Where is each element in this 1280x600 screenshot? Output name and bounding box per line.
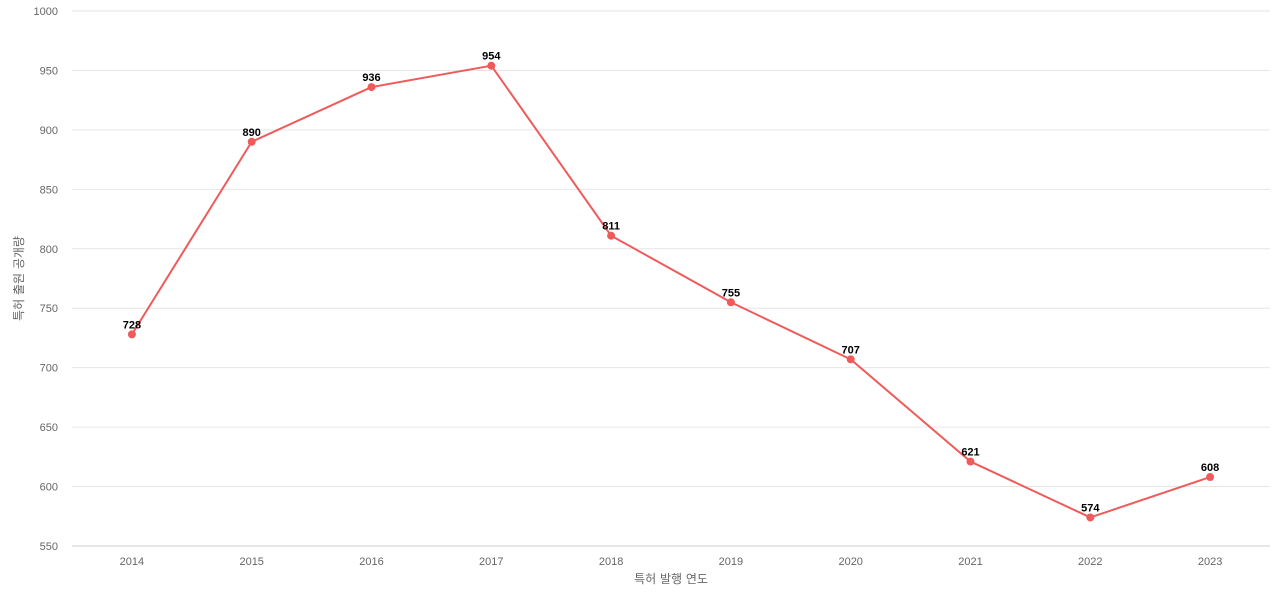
x-axis-title: 특허 발행 연도 [634,571,708,586]
data-label: 608 [1201,462,1219,474]
y-tick-label: 850 [40,184,58,196]
data-point [846,355,855,364]
x-tick-label: 2021 [958,556,982,568]
x-tick-label: 2019 [719,556,743,568]
y-tick-label: 750 [40,303,58,315]
data-label: 728 [123,319,141,331]
data-label: 707 [842,344,860,356]
y-tick-label: 650 [40,422,58,434]
x-tick-label: 2023 [1198,556,1222,568]
y-axis-title: 특허 출원 공개량 [12,236,26,321]
x-tick-label: 2018 [599,556,623,568]
y-tick-label: 700 [40,363,58,375]
data-point [127,330,136,339]
series-layer [127,61,1215,522]
data-label: 954 [482,51,501,63]
series-line [130,64,1212,519]
y-tick-label: 1000 [34,6,58,18]
y-tick-label: 900 [40,125,58,137]
y-axis-ticks: 550 600 650 700 750 800 850 900 950 1000 [34,6,58,553]
grid-layer [72,10,1270,488]
data-point [487,61,496,70]
data-point [607,231,616,240]
y-tick-label: 800 [40,244,58,256]
x-axis-ticks: 2014 2015 2016 2017 2018 2019 2020 2021 2022 2023 [120,556,1223,568]
x-tick-label: 2015 [239,556,263,568]
data-point [367,83,376,92]
x-tick-label: 2022 [1078,556,1102,568]
data-labels-layer: 728 890 936 954 811 755 707 621 574 608 [123,51,1220,515]
x-tick-label: 2016 [359,556,383,568]
y-tick-label: 550 [40,541,58,553]
data-label: 811 [602,221,620,233]
data-label: 574 [1081,502,1100,514]
x-tick-label: 2014 [120,556,144,568]
data-point [1206,473,1215,482]
data-label: 890 [243,127,261,139]
data-label: 755 [722,287,740,299]
data-point [966,457,975,466]
x-tick-label: 2017 [479,556,503,568]
y-tick-label: 600 [40,482,58,494]
y-tick-label: 950 [40,65,58,77]
data-label: 936 [362,72,380,84]
x-tick-label: 2020 [838,556,862,568]
data-label: 621 [961,447,979,459]
data-point [1086,513,1095,522]
data-point [726,298,735,307]
data-point [247,137,256,146]
